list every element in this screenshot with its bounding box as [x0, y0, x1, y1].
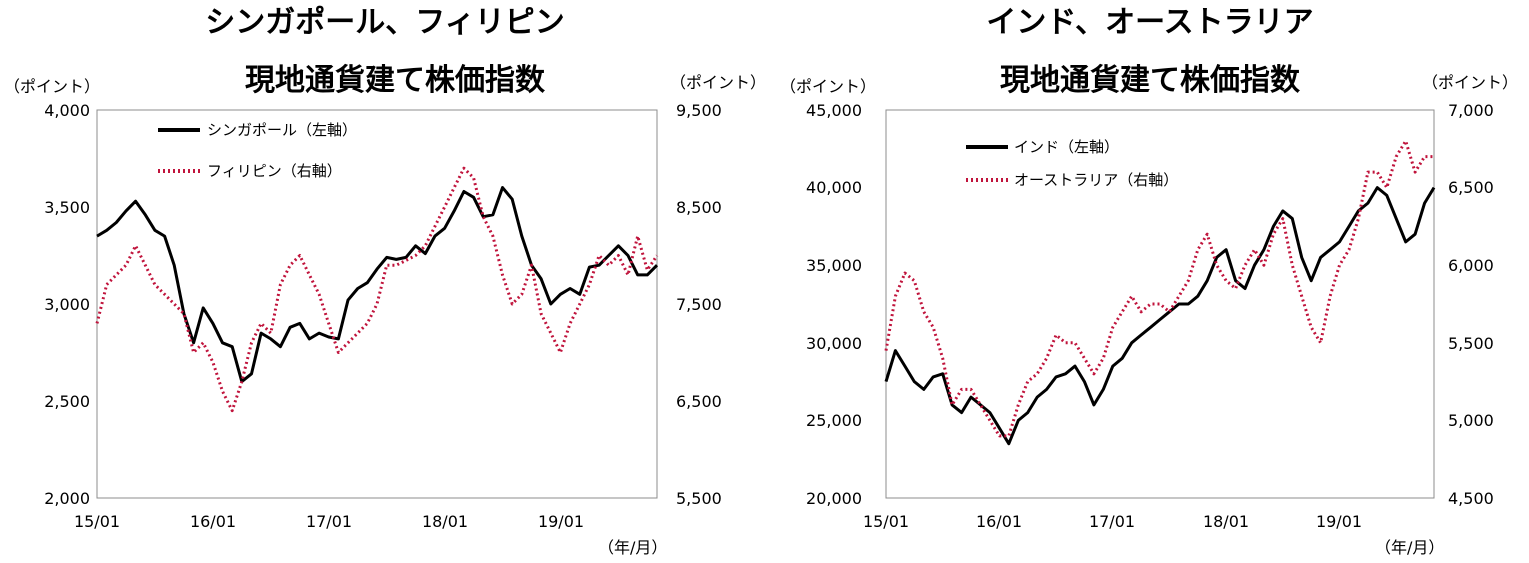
y-right-tick-label: 7,500 — [676, 295, 722, 314]
x-unit-label: （年/月） — [1375, 538, 1444, 557]
legend-label: フィリピン（右軸） — [207, 162, 342, 180]
x-tick-label: 19/01 — [538, 512, 584, 531]
x-tick-label: 19/01 — [1316, 512, 1362, 531]
x-tick-label: 15/01 — [863, 512, 909, 531]
y-left-unit-label: （ポイント） — [780, 77, 876, 96]
chart-title-line2: 現地通貨建て株価指数 — [245, 63, 546, 98]
x-tick-label: 18/01 — [1203, 512, 1249, 531]
chart-title-line1: シンガポール、フィリピン — [205, 5, 564, 40]
x-tick-label: 17/01 — [306, 512, 352, 531]
x-tick-label: 15/01 — [74, 512, 120, 531]
y-left-tick-label: 45,000 — [806, 101, 862, 120]
y-left-tick-label: 3,000 — [44, 295, 90, 314]
y-right-tick-label: 5,500 — [1448, 334, 1494, 353]
y-right-tick-label: 6,500 — [1448, 178, 1494, 197]
y-right-unit-label: （ポイント） — [1422, 73, 1518, 92]
x-unit-label: （年/月） — [598, 538, 667, 557]
legend-label: オーストラリア（右軸） — [1014, 171, 1178, 189]
legend-label: シンガポール（左軸） — [207, 121, 357, 139]
y-left-tick-label: 35,000 — [806, 256, 862, 275]
y-left-unit-label: （ポイント） — [4, 77, 100, 96]
y-right-tick-label: 9,500 — [676, 101, 722, 120]
y-right-tick-label: 7,000 — [1448, 101, 1494, 120]
y-left-tick-label: 40,000 — [806, 178, 862, 197]
chart-title-line2: 現地通貨建て株価指数 — [1000, 63, 1301, 98]
legend: シンガポール（左軸） フィリピン（右軸） — [158, 121, 357, 180]
series-lines — [95, 166, 659, 413]
x-tick-label: 16/01 — [190, 512, 236, 531]
y-left-tick-label: 30,000 — [806, 334, 862, 353]
series-line-dotted — [95, 166, 659, 413]
y-left-tick-label: 20,000 — [806, 489, 862, 508]
y-right-tick-label: 6,000 — [1448, 256, 1494, 275]
legend-label: インド（左軸） — [1014, 138, 1119, 156]
y-left-tick-label: 2,000 — [44, 489, 90, 508]
chart-singapore-philippines: シンガポール、フィリピン 現地通貨建て株価指数 （ポイント） （ポイント） （年… — [4, 5, 766, 557]
chart-title-line1: インド、オーストラリア — [986, 5, 1313, 40]
plot-area — [96, 109, 658, 499]
y-right-tick-label: 5,500 — [676, 489, 722, 508]
x-tick-label: 17/01 — [1089, 512, 1135, 531]
series-line-solid — [96, 186, 659, 384]
legend: インド（左軸） オーストラリア（右軸） — [966, 138, 1178, 189]
series-line-solid — [884, 186, 1436, 446]
y-right-tick-label: 6,500 — [676, 392, 722, 411]
y-left-tick-label: 25,000 — [806, 411, 862, 430]
y-left-tick-label: 2,500 — [44, 392, 90, 411]
x-tick-label: 16/01 — [976, 512, 1022, 531]
series-lines — [884, 139, 1436, 446]
y-right-unit-label: （ポイント） — [670, 73, 766, 92]
chart-india-australia: インド、オーストラリア 現地通貨建て株価指数 （ポイント） （ポイント） （年/… — [780, 5, 1518, 557]
y-left-tick-label: 4,000 — [44, 101, 90, 120]
y-right-tick-label: 8,500 — [676, 198, 722, 217]
y-left-tick-label: 3,500 — [44, 198, 90, 217]
plot-area — [885, 109, 1435, 499]
y-right-tick-label: 5,000 — [1448, 411, 1494, 430]
y-right-tick-label: 4,500 — [1448, 489, 1494, 508]
x-tick-label: 18/01 — [422, 512, 468, 531]
